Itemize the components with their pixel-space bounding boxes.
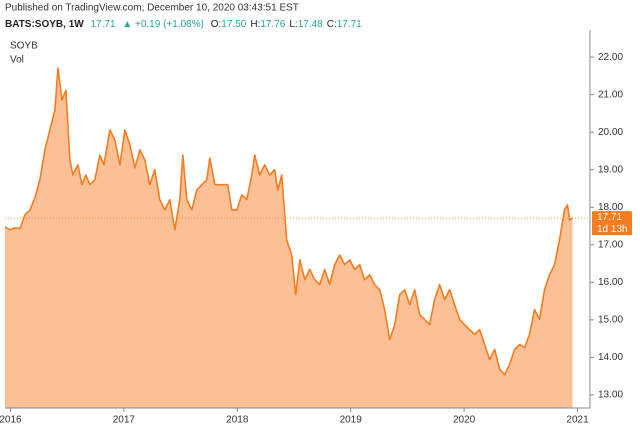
area-fill: [5, 68, 573, 408]
symbol-header: BATS:SOYB, 1W 17.71 ▲ +0.19 (+1.08%) O:1…: [5, 19, 362, 30]
legend-volume: Vol: [10, 55, 24, 66]
ohlc-label: C:: [327, 19, 337, 30]
symbol: BATS:SOYB, 1W: [5, 19, 84, 30]
y-tick-label: 21.00: [598, 89, 623, 100]
ohlc: O:17.50 H:17.76 L:17.48 C:17.71: [211, 19, 362, 30]
ohlc-label: L:: [289, 19, 297, 30]
ohlc-value: 17.71: [337, 19, 362, 30]
ohlc-value: 17.50: [221, 19, 246, 30]
ohlc-label: H:: [250, 19, 260, 30]
ohlc-value: 17.48: [298, 19, 323, 30]
y-tick-label: 14.00: [598, 352, 623, 363]
y-tick-label: 18.00: [598, 202, 623, 213]
x-tick-label: 2021: [566, 415, 589, 426]
y-tick-label: 16.00: [598, 277, 623, 288]
y-tick-label: 13.00: [598, 390, 623, 401]
last-price-label: 17.71: [597, 212, 622, 223]
published-note: Published on TradingView.com, December 1…: [5, 3, 299, 14]
x-tick-label: 2016: [0, 415, 22, 426]
ohlc-value: 17.76: [260, 19, 285, 30]
last-price-box: [592, 211, 632, 236]
y-tick-label: 20.00: [598, 127, 623, 138]
legend-symbol: SOYB: [10, 41, 38, 52]
x-tick-label: 2018: [226, 415, 249, 426]
price-line: [4, 67, 573, 376]
y-tick-label: 17.00: [598, 239, 623, 250]
price-change: +0.19 (+1.08%): [135, 19, 204, 30]
countdown-label: 1d 13h: [597, 224, 628, 235]
ohlc-label: O:: [211, 19, 222, 30]
x-tick-label: 2019: [340, 415, 363, 426]
y-tick-label: 19.00: [598, 164, 623, 175]
y-tick-label: 15.00: [598, 314, 623, 325]
up-arrow: ▲: [122, 19, 132, 30]
last-price: 17.71: [91, 19, 116, 30]
y-tick-label: 22.00: [598, 52, 623, 63]
x-tick-label: 2017: [113, 415, 136, 426]
x-tick-label: 2020: [453, 415, 476, 426]
